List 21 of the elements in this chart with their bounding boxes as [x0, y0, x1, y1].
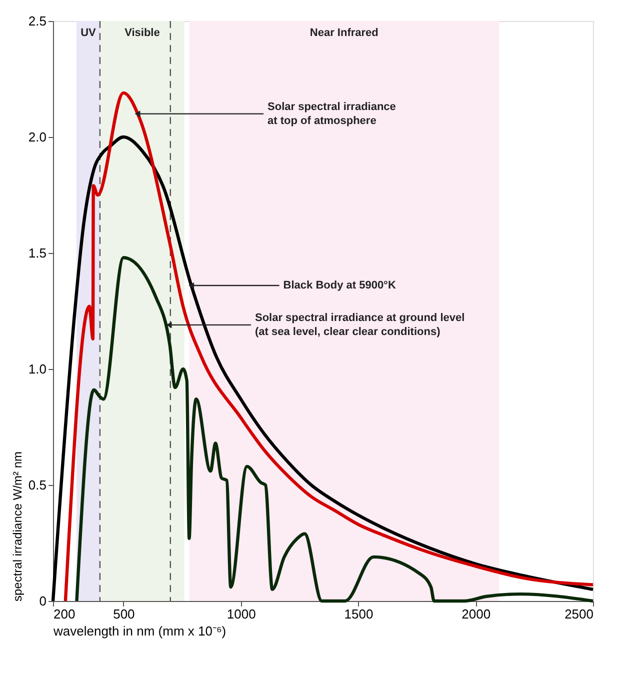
- band-label: UV: [80, 27, 97, 39]
- annotation: Solar spectral irradiance at top of atmosphere: [268, 100, 396, 127]
- y-tick-label: 2.5: [28, 14, 46, 28]
- x-tick-label: 1500: [344, 606, 374, 622]
- x-tick-label: 2000: [462, 606, 491, 622]
- x-axis-title: wavelength in nm (mm x 10⁻⁶): [52, 624, 226, 638]
- y-tick-label: 1.0: [28, 362, 46, 376]
- annotation: Solar spectral irradiance at ground level (at sea level, clear clear conditions): [254, 312, 465, 338]
- y-tick-label: 0.5: [28, 478, 46, 492]
- y-tick-label: 0: [39, 594, 46, 608]
- x-tick-label: 2500: [564, 606, 594, 622]
- x-tick-label: 200: [54, 606, 76, 622]
- annotation: Black Body at 5900°K: [283, 279, 396, 292]
- x-tick-label: 1000: [226, 606, 256, 622]
- line-series: [75, 256, 595, 603]
- band-label: Visible: [124, 27, 160, 39]
- band-label: Near Infrared: [310, 27, 378, 39]
- x-tick-label: 500: [113, 606, 135, 622]
- y-tick-label: 2.0: [28, 130, 46, 144]
- y-tick-label: 1.5: [28, 246, 46, 260]
- y-axis-title: spectral irradiance W/m² nm: [10, 451, 24, 602]
